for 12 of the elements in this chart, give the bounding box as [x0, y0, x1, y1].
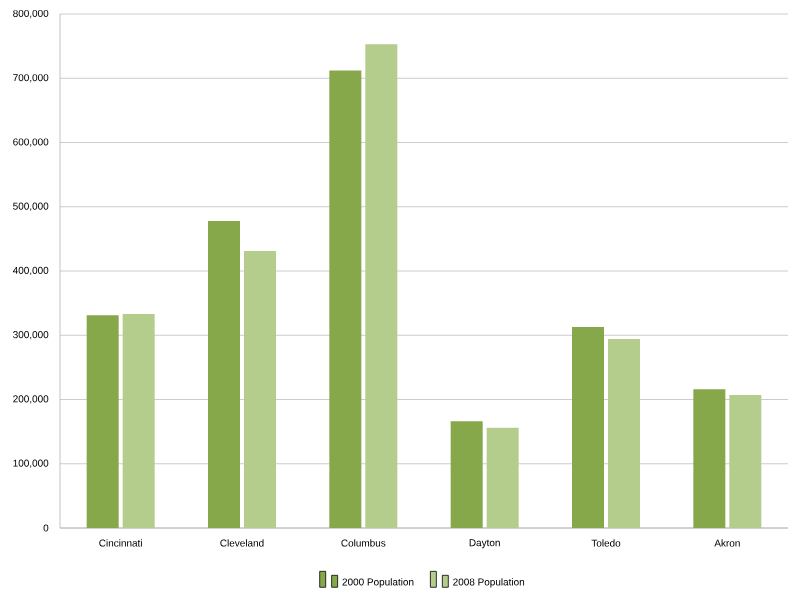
- bar: [365, 44, 398, 528]
- bar: [572, 326, 605, 528]
- bar: [607, 339, 640, 528]
- bar: [450, 421, 483, 528]
- bar: [729, 395, 762, 528]
- bar: [693, 389, 726, 528]
- bar: [122, 314, 155, 528]
- bar: [486, 427, 519, 528]
- bar: [86, 315, 119, 528]
- bar: [243, 251, 276, 528]
- bar: [208, 220, 241, 528]
- bar: [329, 70, 362, 528]
